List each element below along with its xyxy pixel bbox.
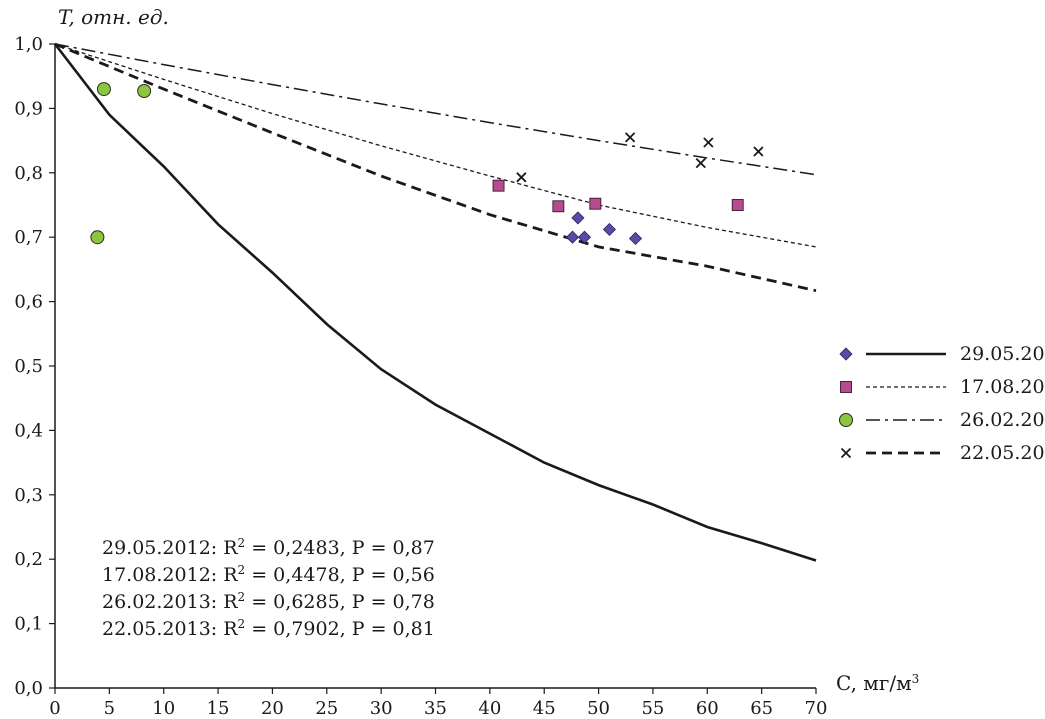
y-tick-label-0,2: 0,2 bbox=[14, 549, 43, 570]
y-tick-label-0,9: 0,9 bbox=[14, 98, 43, 119]
point-22.05.2013-2-b bbox=[695, 158, 706, 169]
data-points bbox=[90, 82, 764, 246]
annotations: 29.05.2012: R2 = 0,2483, P = 0,87 17.08.2… bbox=[102, 536, 435, 640]
y-tick-label-0,1: 0,1 bbox=[14, 614, 43, 635]
x-tick-label-0: 0 bbox=[49, 698, 60, 719]
x-tick-label-40: 40 bbox=[478, 698, 501, 719]
legend-entry-26.02.2013: 26.02.2013 bbox=[839, 409, 1045, 431]
point-17.08.2012-2 bbox=[589, 197, 602, 210]
x-tick-label-20: 20 bbox=[261, 698, 284, 719]
annotation-1: 17.08.2012: R2 = 0,4478, P = 0,56 bbox=[102, 563, 435, 586]
legend-marker-17.08.2012 bbox=[840, 381, 852, 393]
legend-entry-29.05.2012: 29.05.2012 bbox=[839, 343, 1045, 365]
annotation-0: 29.05.2012: R2 = 0,2483, P = 0,87 bbox=[102, 536, 435, 559]
legend-label-17.08.2012: 17.08.2012 bbox=[960, 376, 1045, 398]
legend-label-29.05.2012: 29.05.2012 bbox=[960, 343, 1045, 365]
point-22.05.2013-1 bbox=[624, 132, 636, 143]
legend: 29.05.2012 17.08.2012 26.02.2013 22.05.2013 bbox=[839, 343, 1045, 464]
fit-line-17.08.2012 bbox=[54, 43, 817, 248]
x-tick-label-15: 15 bbox=[207, 698, 230, 719]
x-tick-label-35: 35 bbox=[424, 698, 447, 719]
y-tick-label-0,4: 0,4 bbox=[14, 420, 43, 441]
y-tick-label-1,0: 1,0 bbox=[14, 34, 43, 55]
point-26.02.2013-0 bbox=[90, 230, 105, 245]
fit-lines bbox=[53, 42, 817, 562]
annotation-3: 22.05.2013: R2 = 0,7902, P = 0,81 bbox=[102, 617, 435, 640]
point-22.05.2013-4-b bbox=[753, 146, 764, 157]
y-tick-label-0,5: 0,5 bbox=[14, 356, 43, 377]
x-axis-title: C, мг/м3 bbox=[836, 671, 919, 695]
point-22.05.2013-0-b bbox=[516, 172, 527, 183]
point-22.05.2013-3 bbox=[703, 137, 714, 148]
point-22.05.2013-2 bbox=[695, 158, 706, 169]
legend-marker-29.05.2012 bbox=[839, 347, 853, 361]
point-22.05.2013-1-b bbox=[624, 132, 636, 143]
point-17.08.2012-3 bbox=[731, 199, 744, 211]
x-tick-label-25: 25 bbox=[315, 698, 338, 719]
axes: 0 5 10 15 20 25 30 35 40 45 50 55 60 65 70 0,0 0,1 0,2 0,3… bbox=[14, 5, 919, 719]
x-tick-label-50: 50 bbox=[587, 698, 610, 719]
point-29.05.2012-1 bbox=[571, 211, 585, 225]
point-22.05.2013-0 bbox=[516, 172, 527, 183]
legend-marker-26.02.2013 bbox=[839, 413, 853, 427]
point-26.02.2013-1 bbox=[96, 82, 111, 97]
y-tick-label-0,6: 0,6 bbox=[14, 292, 43, 313]
legend-label-26.02.2013: 26.02.2013 bbox=[960, 409, 1045, 431]
y-tick-label-0,0: 0,0 bbox=[14, 678, 43, 699]
fit-line-22.05.2013 bbox=[54, 42, 817, 293]
annotation-2: 26.02.2013: R2 = 0,6285, P = 0,78 bbox=[102, 590, 435, 613]
point-22.05.2013-3-b bbox=[703, 137, 714, 148]
point-29.05.2012-0 bbox=[565, 230, 580, 244]
legend-entry-22.05.2013: 22.05.2013 bbox=[840, 442, 1045, 464]
point-29.05.2012-2 bbox=[577, 230, 592, 244]
point-29.05.2012-3 bbox=[602, 222, 617, 237]
x-tick-label-45: 45 bbox=[533, 698, 556, 719]
point-17.08.2012-0 bbox=[492, 179, 505, 192]
x-tick-label-30: 30 bbox=[370, 698, 393, 719]
x-tick-label-70: 70 bbox=[805, 698, 828, 719]
point-22.05.2013-4 bbox=[753, 146, 764, 157]
point-17.08.2012-1 bbox=[552, 200, 565, 213]
y-tick-label-0,3: 0,3 bbox=[14, 485, 43, 506]
x-tick-label-55: 55 bbox=[641, 698, 664, 719]
x-tick-label-60: 60 bbox=[696, 698, 719, 719]
legend-entry-17.08.2012: 17.08.2012 bbox=[840, 376, 1045, 398]
x-tick-label-10: 10 bbox=[152, 698, 175, 719]
point-26.02.2013-2 bbox=[137, 84, 152, 99]
y-tick-label-0,8: 0,8 bbox=[14, 163, 43, 184]
x-tick-label-5: 5 bbox=[104, 698, 115, 719]
legend-label-22.05.2013: 22.05.2013 bbox=[960, 442, 1045, 464]
x-tick-label-65: 65 bbox=[750, 698, 773, 719]
legend-marker-22.05.2013 bbox=[840, 447, 852, 459]
legend-marker-22.05.2013-b bbox=[840, 447, 852, 459]
fit-line-29.05.2012 bbox=[53, 43, 817, 562]
y-axis-title: T, отн. ед. bbox=[58, 5, 169, 29]
fit-line-26.02.2013 bbox=[54, 43, 817, 176]
y-tick-label-0,7: 0,7 bbox=[14, 227, 43, 248]
point-29.05.2012-4 bbox=[628, 231, 643, 246]
